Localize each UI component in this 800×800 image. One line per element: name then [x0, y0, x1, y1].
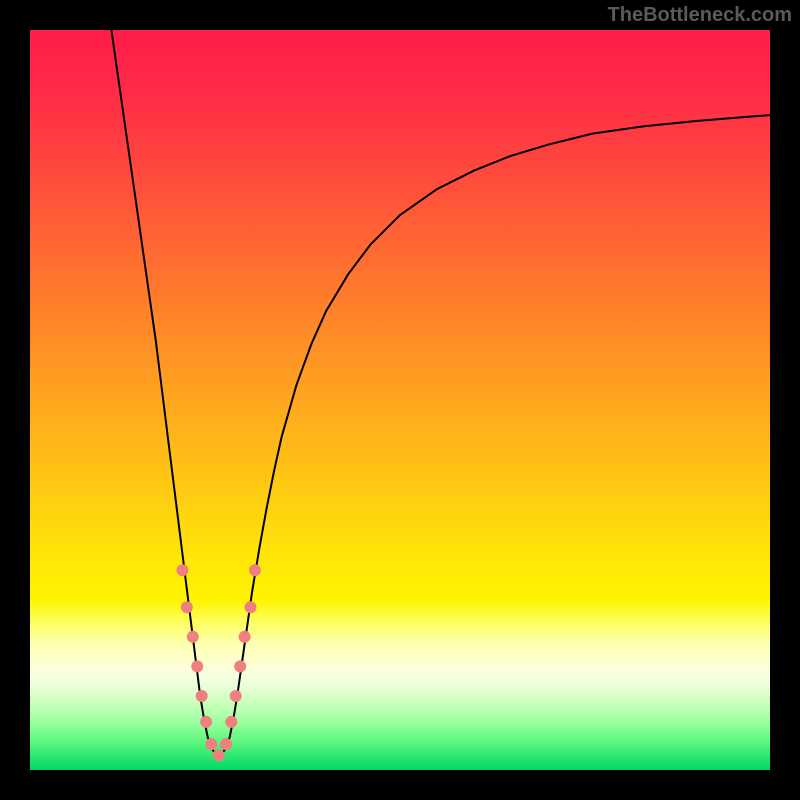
chart-container: TheBottleneck.com [0, 0, 800, 800]
gradient-background [30, 30, 770, 770]
watermark-text: TheBottleneck.com [608, 4, 792, 27]
plot-area [30, 30, 770, 770]
